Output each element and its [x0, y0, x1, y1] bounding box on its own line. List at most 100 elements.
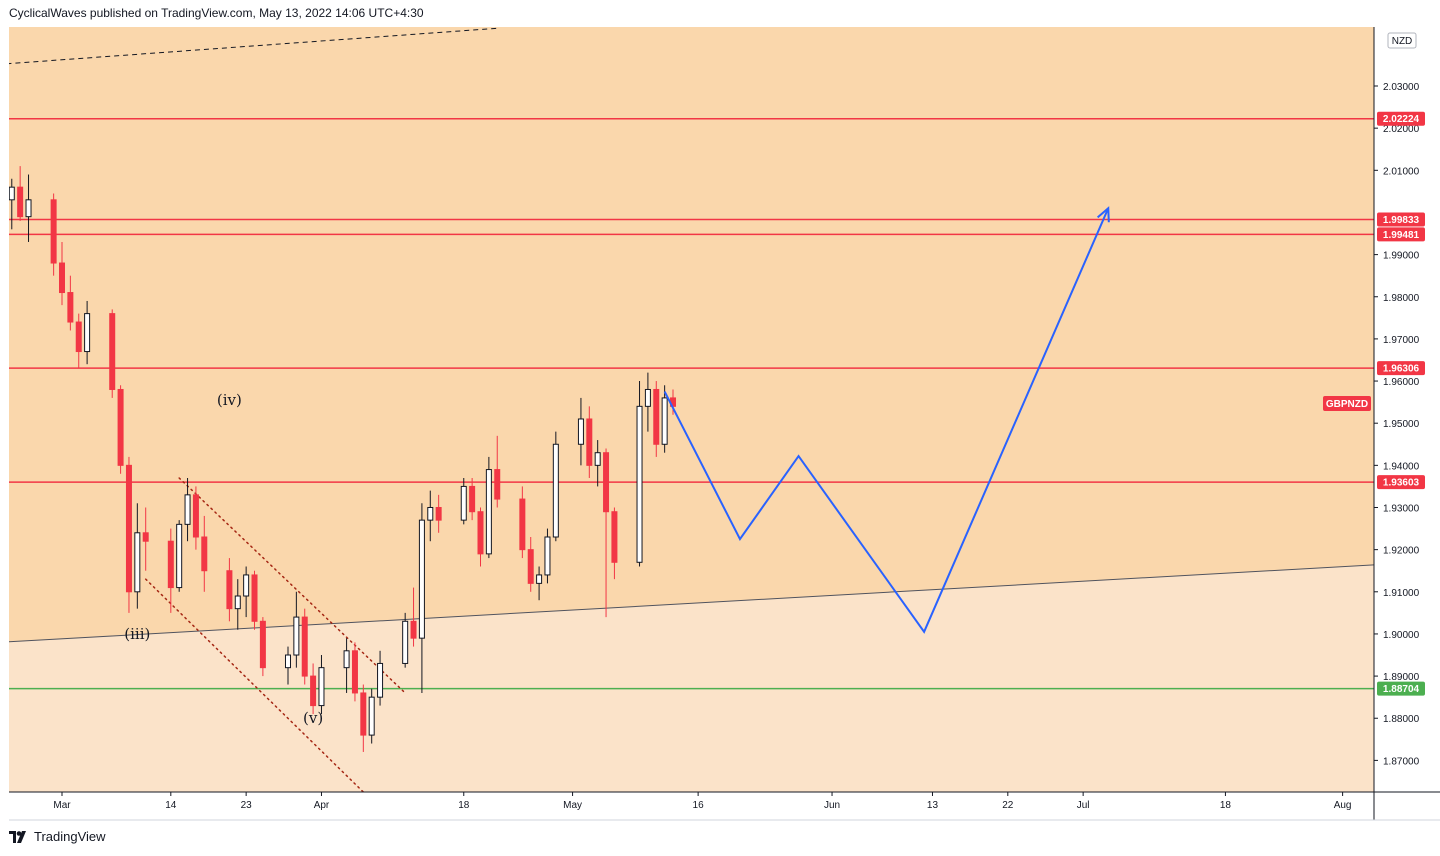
- trendline: [9, 564, 1374, 643]
- candle-body: [25, 199, 32, 218]
- candle-body: [192, 494, 199, 538]
- candle-body: [259, 620, 266, 669]
- candle-body: [67, 292, 74, 323]
- candle: [368, 688, 375, 744]
- candle: [360, 684, 367, 752]
- candle-body: [418, 519, 425, 639]
- candle: [243, 566, 250, 618]
- symbol-label-bg: [1323, 396, 1371, 411]
- tradingview-brand: TradingView: [34, 829, 106, 844]
- candle: [84, 300, 91, 365]
- candle-body: [117, 388, 124, 466]
- price-tick-label: 1.98000: [1383, 293, 1420, 304]
- candle-body: [661, 397, 668, 445]
- candle: [552, 431, 559, 542]
- candle-body: [611, 511, 618, 563]
- level-badge-value: 1.93603: [1383, 478, 1420, 489]
- level-badge: 2.02224: [1377, 111, 1425, 126]
- time-tick-label: 14: [165, 800, 177, 811]
- candle-body: [360, 692, 367, 736]
- candle-body: [243, 574, 250, 597]
- candle-body: [377, 662, 384, 698]
- candle-body: [59, 262, 65, 294]
- price-tick-label: 1.90000: [1383, 630, 1420, 641]
- currency-badge: NZD: [1387, 32, 1417, 49]
- level-badge-bg: [1377, 111, 1425, 126]
- candle: [1, 141, 6, 204]
- candle-body: [351, 650, 358, 694]
- candle-body: [318, 667, 325, 707]
- wave-label: (iv): [217, 391, 242, 409]
- candle-body: [9, 186, 15, 201]
- candle: [259, 617, 266, 677]
- candle: [125, 456, 132, 613]
- candle: [519, 486, 526, 559]
- candle: [343, 638, 350, 693]
- time-tick-label: Jun: [824, 800, 840, 811]
- candle-body: [293, 616, 300, 656]
- price-tick-label: 1.99000: [1383, 251, 1420, 262]
- candle-body: [17, 186, 24, 218]
- candle: [293, 591, 300, 668]
- candle-body: [485, 469, 492, 555]
- level-badge-value: 1.99481: [1383, 230, 1420, 241]
- channel-line-upper: [178, 477, 406, 694]
- time-tick-label: 23: [241, 800, 253, 811]
- candle-body: [402, 620, 409, 664]
- candle: [477, 507, 484, 567]
- candle: [586, 406, 593, 478]
- candle: [435, 494, 442, 533]
- candle: [251, 570, 258, 630]
- level-badge: 1.99833: [1377, 212, 1425, 227]
- candle: [377, 650, 384, 706]
- candle-body: [84, 313, 91, 353]
- price-tick-label: 1.95000: [1383, 419, 1420, 430]
- level-badge-value: 1.96306: [1383, 364, 1420, 375]
- candle-body: [176, 523, 183, 589]
- candle: [192, 486, 199, 550]
- level-badge: 1.96306: [1377, 361, 1425, 376]
- wave-label: (v): [303, 709, 323, 727]
- candle: [142, 507, 149, 571]
- candle-body: [167, 540, 174, 589]
- price-tick-label: 2.01000: [1383, 166, 1420, 177]
- candle-body: [527, 549, 534, 584]
- candle-body: [201, 536, 208, 572]
- channel-line-lower: [144, 578, 365, 792]
- candle: [469, 477, 476, 521]
- projection-arrowhead: [1096, 206, 1110, 223]
- candle-body: [1, 149, 6, 200]
- tradingview-footer: TradingView: [9, 829, 106, 844]
- candle-body: [435, 506, 442, 521]
- price-tick-label: 1.94000: [1383, 461, 1420, 472]
- candle: [427, 490, 434, 542]
- candle-body: [410, 620, 417, 639]
- candle-body: [577, 418, 584, 445]
- candle: [117, 385, 124, 474]
- symbol-label: GBPNZD: [1323, 396, 1371, 411]
- candle: [536, 566, 543, 601]
- time-tick-label: Jul: [1077, 800, 1090, 811]
- candle-body: [536, 574, 543, 584]
- candle: [318, 655, 325, 715]
- price-tick-label: 1.92000: [1383, 546, 1420, 557]
- candle: [17, 166, 24, 221]
- price-tick-label: 1.97000: [1383, 335, 1420, 346]
- candle: [494, 435, 501, 508]
- candle-body: [586, 418, 593, 466]
- price-tick-label: 1.91000: [1383, 588, 1420, 599]
- time-tick-label: Aug: [1334, 800, 1352, 811]
- candle: [109, 309, 116, 398]
- level-badge-value: 2.02224: [1383, 114, 1420, 125]
- candle: [134, 503, 141, 609]
- candle: [25, 174, 32, 242]
- projection-path: [663, 207, 1110, 634]
- tradingview-logo-icon: [9, 830, 29, 843]
- level-badge: 1.88704: [1377, 681, 1425, 696]
- candle: [176, 520, 183, 592]
- candle-body: [603, 452, 610, 513]
- candle-body: [469, 485, 476, 513]
- level-badge-bg: [1377, 361, 1425, 376]
- candle-body: [552, 443, 559, 538]
